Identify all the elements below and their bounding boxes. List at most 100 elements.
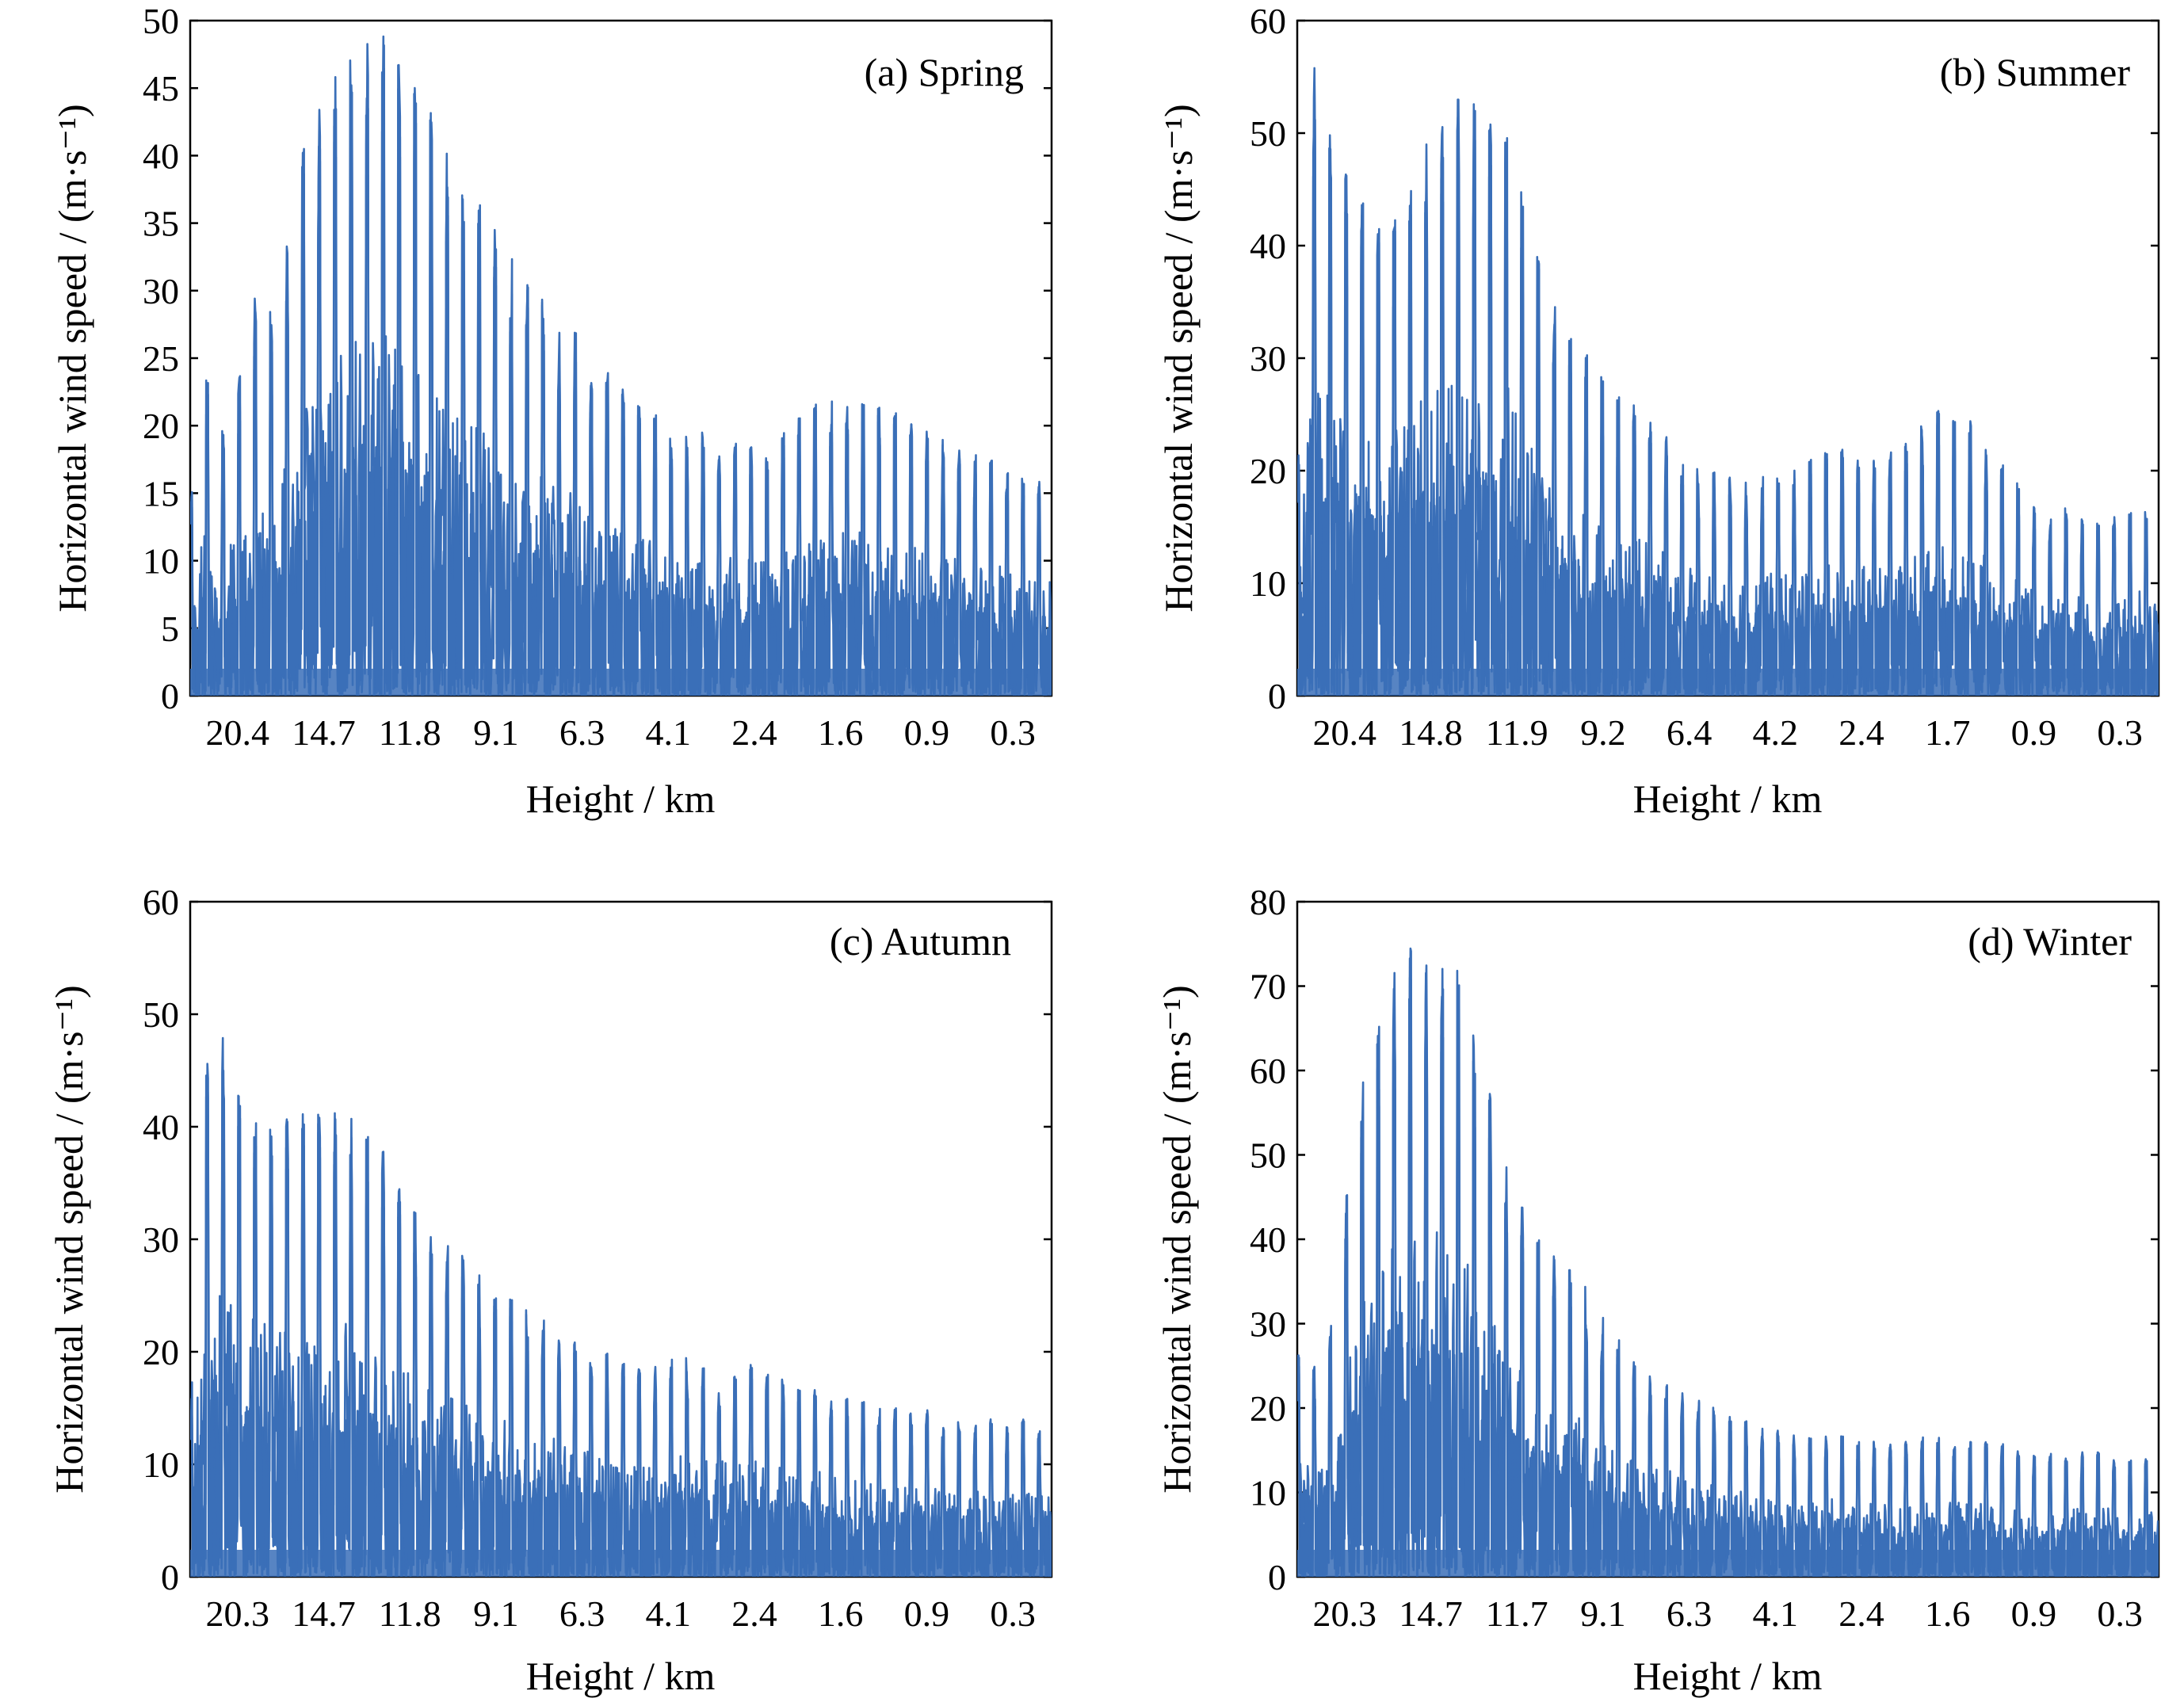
y-tick-label: 10 [143,1444,179,1485]
x-tick-label: 1.6 [818,1593,864,1634]
y-tick-label: 5 [161,609,179,649]
y-tick-label: 30 [1250,338,1286,379]
series-trace [190,35,1052,696]
y-tick-label: 40 [1250,226,1286,266]
x-tick-label: 9.1 [473,712,519,753]
panel-a: 0 5 10 15 20 25 30 35 40 45 50 20.4 14.7 11.8 9.1 6.3 4… [50,1,1053,821]
x-tick-label: 20.3 [206,1593,270,1634]
x-axis-ticks: 20.4 14.7 11.8 9.1 6.3 4.1 2.4 1.6 0.9 0.3 [206,712,1036,753]
y-tick-label: 10 [1250,1473,1286,1513]
x-tick-label: 20.3 [1313,1593,1377,1634]
series-trace [1297,964,2159,1577]
panel-label: (b) Summer [1940,50,2131,94]
x-tick-label: 1.7 [1925,712,1971,753]
x-tick-label: 2.4 [731,712,777,753]
x-tick-label: 0.9 [904,1593,950,1634]
x-tick-label: 14.7 [1399,1593,1463,1634]
y-tick-label: 35 [143,204,179,244]
series-traces [190,35,1052,696]
x-axis-ticks: 20.3 14.7 11.8 9.1 6.3 4.1 2.4 1.6 0.9 0.3 [206,1593,1036,1634]
x-tick-label: 4.1 [646,712,692,753]
x-tick-label: 0.3 [990,712,1036,753]
x-tick-label: 0.9 [2011,1593,2057,1634]
x-tick-label: 20.4 [1313,712,1377,753]
y-tick-label: 0 [1268,676,1286,716]
x-tick-label: 4.1 [646,1593,692,1634]
y-tick-label: 30 [1250,1304,1286,1345]
x-tick-label: 9.1 [1580,1593,1626,1634]
x-tick-label: 11.8 [379,1593,441,1634]
y-tick-label: 20 [1250,451,1286,491]
y-tick-label: 60 [1250,1,1286,41]
y-tick-label: 30 [143,271,179,311]
x-tick-label: 4.1 [1753,1593,1799,1634]
x-tick-label: 9.1 [473,1593,519,1634]
y-axis-ticks: 0 10 20 30 40 50 60 70 80 [1250,882,2159,1597]
x-axis-ticks: 20.4 14.8 11.9 9.2 6.4 4.2 2.4 1.7 0.9 0.3 [1313,712,2143,753]
x-tick-label: 11.8 [379,712,441,753]
x-tick-label: 6.4 [1667,712,1712,753]
y-axis-ticks: 0 10 20 30 40 50 60 [143,882,1052,1597]
y-tick-label: 30 [143,1219,179,1260]
x-tick-label: 6.3 [1667,1593,1712,1634]
y-tick-label: 0 [1268,1557,1286,1597]
x-tick-label: 0.9 [2011,712,2057,753]
y-tick-label: 50 [143,1,179,41]
x-tick-label: 2.4 [1838,712,1884,753]
y-tick-label: 20 [143,1332,179,1372]
x-tick-label: 1.6 [1925,1593,1971,1634]
panel-c: 0 10 20 30 40 50 60 20.3 14.7 11.8 9.1 6.3 4.1 2.4 1.… [47,882,1053,1698]
y-tick-label: 60 [143,882,179,922]
series-trace [1297,98,2159,696]
x-axis-ticks: 20.3 14.7 11.7 9.1 6.3 4.1 2.4 1.6 0.9 0.3 [1313,1593,2143,1634]
x-tick-label: 0.3 [2097,712,2143,753]
y-tick-label: 60 [1250,1051,1286,1091]
x-tick-label: 14.7 [292,1593,356,1634]
y-tick-label: 20 [1250,1388,1286,1429]
x-tick-label: 11.9 [1486,712,1548,753]
y-tick-label: 40 [143,135,179,176]
y-tick-label: 0 [161,1557,179,1597]
x-tick-label: 9.2 [1580,712,1626,753]
y-tick-label: 20 [143,406,179,446]
x-tick-label: 0.3 [2097,1593,2143,1634]
x-tick-label: 4.2 [1753,712,1799,753]
x-tick-label: 14.7 [292,712,356,753]
x-tick-label: 6.3 [559,712,605,753]
y-tick-label: 45 [143,68,179,109]
x-axis-label: Height / km [526,777,716,821]
y-tick-label: 10 [143,541,179,582]
x-axis-label: Height / km [526,1654,716,1698]
panel-label: (d) Winter [1968,919,2132,964]
y-tick-label: 80 [1250,882,1286,922]
x-tick-label: 20.4 [206,712,270,753]
series-traces [1297,67,2159,696]
y-axis-label: Horizontal wind speed / (m·s⁻¹) [47,985,91,1493]
x-tick-label: 0.3 [990,1593,1036,1634]
y-tick-label: 70 [1250,967,1286,1007]
y-tick-label: 25 [143,338,179,379]
x-tick-label: 2.4 [731,1593,777,1634]
y-tick-label: 0 [161,676,179,716]
y-axis-ticks: 0 5 10 15 20 25 30 35 40 45 50 [143,1,1052,716]
x-tick-label: 1.6 [818,712,864,753]
panel-label: (a) Spring [865,50,1024,94]
y-tick-label: 15 [143,473,179,513]
y-tick-label: 10 [1250,563,1286,604]
x-axis-label: Height / km [1633,1654,1823,1698]
y-tick-label: 40 [143,1107,179,1147]
series-traces [1297,947,2159,1577]
series-traces [190,1036,1052,1577]
y-tick-label: 50 [1250,113,1286,154]
panel-label: (c) Autumn [830,919,1011,964]
x-tick-label: 6.3 [559,1593,605,1634]
x-tick-label: 14.8 [1399,712,1463,753]
y-tick-label: 50 [1250,1135,1286,1176]
y-axis-label: Horizontal wind speed / (m·s⁻¹) [50,104,94,612]
y-axis-label: Horizontal wind speed / (m·s⁻¹) [1156,104,1201,612]
y-tick-label: 50 [143,994,179,1035]
x-tick-label: 0.9 [904,712,950,753]
series-trace [190,1063,1052,1577]
